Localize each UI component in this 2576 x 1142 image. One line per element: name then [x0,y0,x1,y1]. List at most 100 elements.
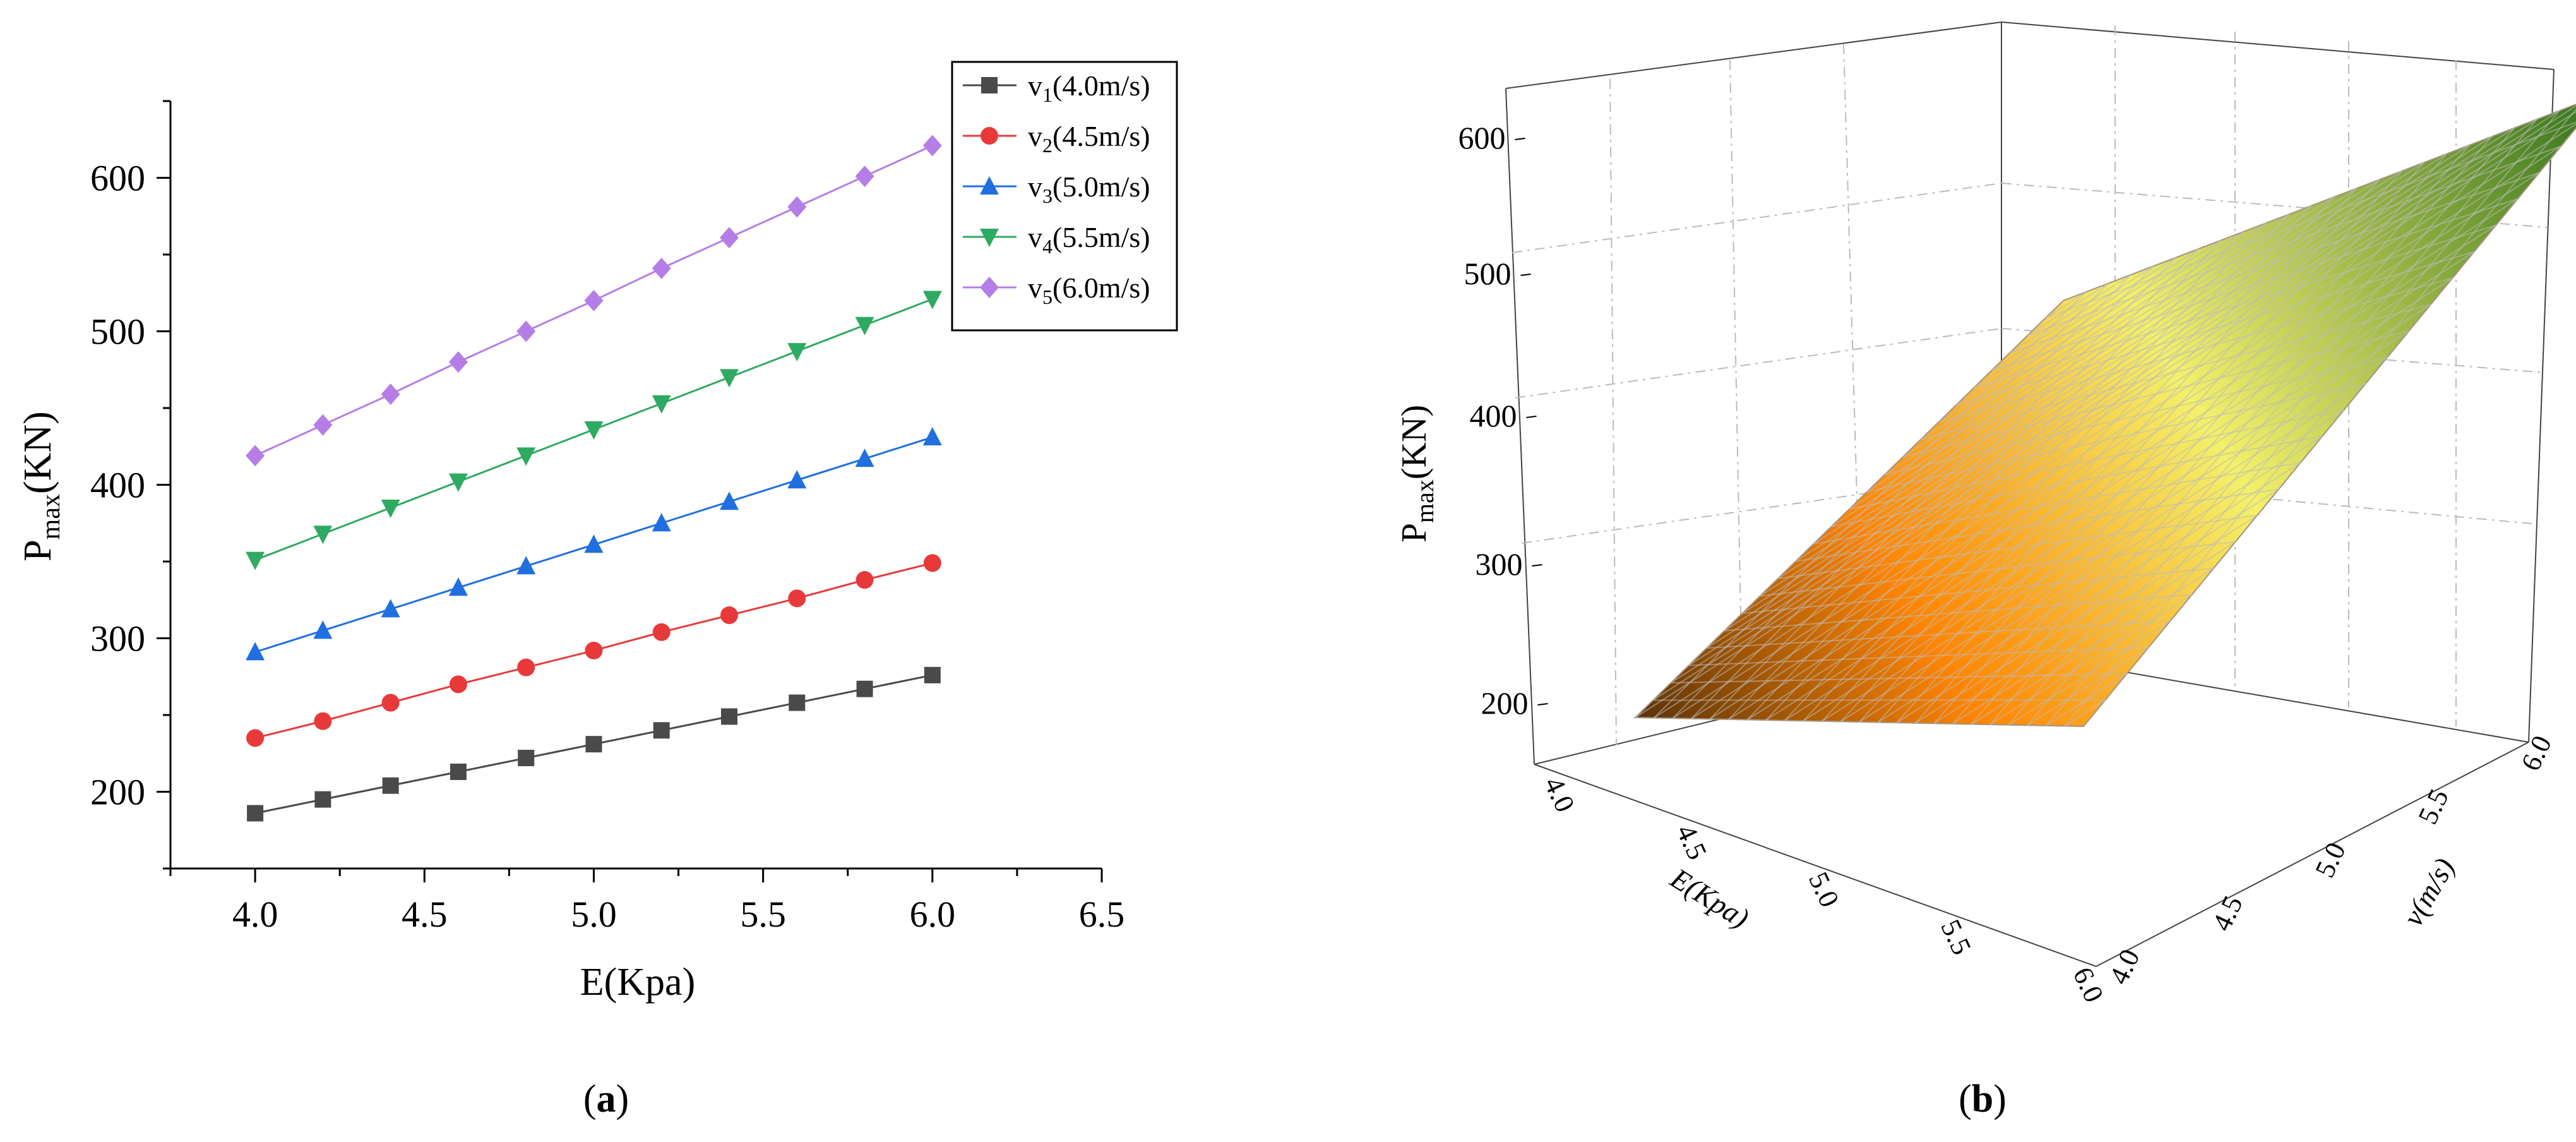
data-point [789,694,806,711]
y-tick-label: 300 [90,618,145,659]
mesh-line [1920,231,2245,440]
mesh-line [1691,172,2540,719]
mesh-line [1635,111,2576,718]
data-point [246,642,265,661]
mesh-line [1989,594,2193,725]
x-tick-label: 5.5 [740,894,786,935]
mesh-line [1849,196,2335,510]
data-point [448,351,468,373]
mesh-line [1777,162,2424,579]
z-title-unit: (KN) [1395,405,1434,479]
y-tick-label: 5.5 [2412,784,2455,829]
data-point [856,571,874,589]
data-point [855,316,874,335]
mesh-line [1688,119,2537,666]
data-point [720,227,739,249]
data-point [721,708,737,725]
series-v2 [246,554,941,747]
z-tick [1515,138,1525,140]
x-tick-label: 5.0 [571,894,617,935]
x-tick-label: 4.5 [402,894,448,935]
legend-item: v3(5.0m/s) [963,171,1150,207]
mesh-line [2009,274,2132,354]
mesh-line [1884,213,2289,475]
data-point [313,414,333,436]
z-tick [1520,273,1531,276]
mesh-line [2045,291,2087,319]
data-point [855,165,874,188]
data-point [381,599,400,618]
z-tick-label: 600 [1458,120,1506,155]
data-point [652,257,671,279]
legend-item: v5(6.0m/s) [963,272,1150,308]
panel-b-surface: 2003004005006004.04.55.05.56.04.04.55.05… [1395,21,2576,1121]
mesh-line [1670,110,2560,683]
y-axis-title: v(m/s) [2397,853,2461,932]
z-axis-title: Pmax(KN) [1395,405,1439,543]
mesh-line [1652,105,2576,701]
mesh-line [1741,145,2470,614]
legend-item: v1(4.0m/s) [963,69,1150,106]
mesh-line [1706,127,2515,649]
data-point [720,491,739,510]
data-point [518,750,535,767]
z-tick-label: 300 [1476,546,1523,582]
z-tick-label: 200 [1481,685,1529,721]
z-tick-label: 500 [1464,256,1512,291]
data-point [246,551,265,570]
mesh-line [1991,265,2154,371]
z-tick [1526,416,1537,418]
y-tick-label: 400 [90,465,145,506]
panel-a-label: (a) [583,1078,629,1121]
data-point [787,470,807,489]
y-tick-label: 5.0 [2309,838,2352,882]
series-v5 [246,135,942,467]
legend-marker [980,277,999,298]
data-point [856,680,873,697]
mesh-line [2027,646,2149,726]
x-tick-label: 6.0 [910,894,956,935]
mesh-line [1724,136,2492,632]
mesh-line [1955,248,2199,406]
data-point [652,623,671,641]
y-tick-label: 200 [90,772,145,813]
data-point [450,763,467,780]
data-point [381,694,400,712]
mesh-line [1974,256,2177,388]
mesh-line [2046,673,2128,726]
legend-item: v4(5.5m/s) [963,221,1150,258]
z-title-main: P [1395,523,1434,543]
mesh-line [2064,699,2106,727]
mesh-line [2027,119,2537,726]
y-tick-label: 6.0 [2515,731,2558,776]
mesh-line [1933,515,2258,724]
y-tick-label: 500 [90,311,145,352]
data-point [585,736,602,753]
mesh-line [1765,277,2453,721]
data-point [516,556,536,575]
mesh-line [1760,153,2447,597]
mesh-line [1952,541,2236,724]
mesh-line [1915,488,2279,724]
data-point [313,620,333,639]
y-title-sub: max [37,494,66,539]
y-title-unit: (KN) [16,411,59,494]
data-series [246,135,942,822]
mesh-line [2027,282,2109,336]
legend-marker [980,176,999,195]
mesh-line [1902,222,2267,458]
data-point [448,577,468,596]
mesh-line [1709,198,2519,720]
data-point [517,658,535,676]
mesh-line [1878,435,2323,723]
data-point [516,447,536,466]
data-point [653,722,670,739]
mesh-line [1831,188,2357,527]
mesh-line [1896,462,2301,724]
legend-label: v5(6.0m/s) [1028,272,1150,308]
legend: v1(4.0m/s) v2(4.5m/s) v3(5.0m/s) v4(5.5m/s)… [951,61,1178,332]
mesh-line [1672,145,2561,719]
z-tick-label: 400 [1470,398,1517,433]
mesh-line [1813,179,2380,544]
